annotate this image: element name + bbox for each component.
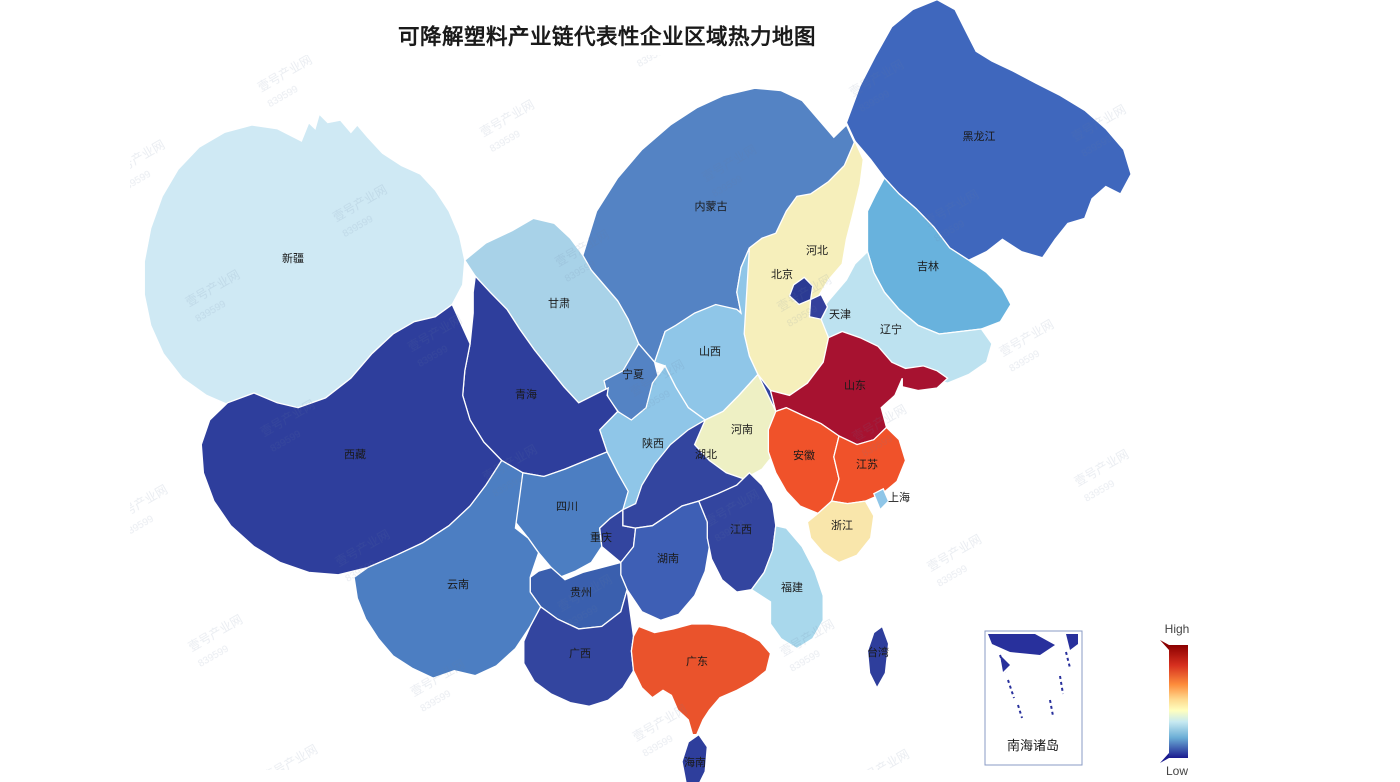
svg-text:High: High (1165, 622, 1190, 636)
svg-text:Low: Low (1166, 764, 1188, 778)
svg-text:南海诸岛: 南海诸岛 (1007, 738, 1059, 753)
